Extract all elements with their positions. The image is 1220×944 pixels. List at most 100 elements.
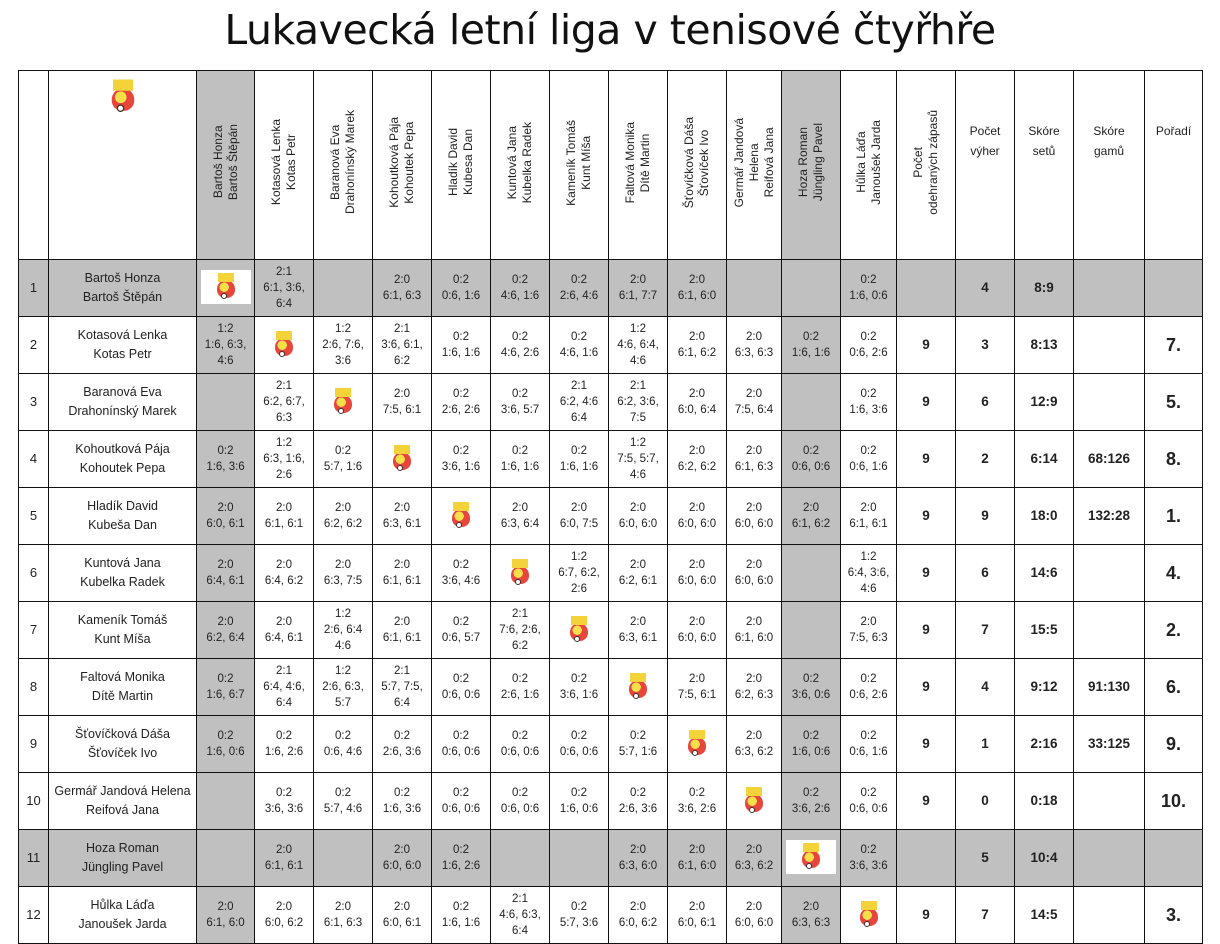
match-score: 0:2 — [453, 274, 469, 286]
match-sets: 6:0, 6:0 — [382, 860, 422, 872]
games-score — [1073, 601, 1145, 659]
match-sets: 0:6, 0:6 — [500, 803, 540, 815]
header-wins-label: Počet výher — [969, 124, 1001, 158]
match-cell: 2:0 6:0, 6:0 — [372, 829, 432, 887]
self-match-cell — [726, 772, 782, 830]
match-cell — [549, 829, 609, 887]
match-sets: 5:7, 1:6 — [323, 461, 363, 473]
match-score: 2:0 — [630, 844, 646, 856]
match-cell: 0:2 4:6, 1:6 — [490, 259, 550, 317]
match-cell — [781, 373, 841, 431]
match-score: 0:2 — [453, 901, 469, 913]
match-cell: 2:0 6:1, 6:2 — [781, 487, 841, 545]
ranking — [1144, 259, 1203, 317]
match-sets: 3:6, 1:6 — [441, 461, 481, 473]
page-title: Lukavecká letní liga v tenisové čtyřhře — [224, 6, 996, 54]
match-sets: 6:1, 6:0 — [734, 632, 774, 644]
match-score: 2:0 — [689, 559, 705, 571]
match-cell: 0:2 3:6, 3:6 — [254, 772, 314, 830]
matches-played: 9 — [896, 373, 956, 431]
match-score: 2:0 — [689, 388, 705, 400]
match-cell — [726, 259, 782, 317]
match-cell: 0:2 1:6, 0:6 — [196, 715, 255, 773]
match-cell: 2:0 6:0, 6:1 — [196, 487, 255, 545]
match-score: 2:0 — [630, 274, 646, 286]
table-row: 2 Kotasová Lenka Kotas Petr 1:2 1:6, 6:3, 4… — [18, 316, 1203, 374]
wins-count: 0 — [955, 772, 1015, 830]
match-cell: 2:0 6:1, 6:3 — [313, 886, 373, 944]
sets-score: 0:18 — [1014, 772, 1074, 830]
match-cell: 2:0 6:1, 6:1 — [254, 487, 314, 545]
match-cell: 1:2 2:6, 6:4 4:6 — [313, 601, 373, 659]
matches-played: 9 — [896, 430, 956, 488]
match-score: 2:1 — [512, 608, 528, 620]
team-name: Kuntová Jana Kubelka Radek — [48, 544, 197, 602]
match-cell: 0:2 2:6, 3:6 — [372, 715, 432, 773]
match-score: 0:2 — [512, 673, 528, 685]
column-header-label: Germář Jandová Helena Reifová Jana — [731, 117, 776, 208]
table-row: 7 Kameník Tomáš Kunt Míša 2:0 6:2, 6:4 2:0 6:… — [18, 601, 1203, 659]
column-header-team: Kohoutková Pája Kohoutek Pepa — [372, 70, 432, 260]
match-score: 2:0 — [217, 559, 234, 571]
match-sets: 2:6, 3:6 — [618, 803, 658, 815]
match-cell: 0:2 1:6, 3:6 — [372, 772, 432, 830]
match-sets: 7:5, 6:1 — [677, 689, 717, 701]
match-sets: 6:1, 6:3 — [382, 290, 422, 302]
team-name: Kotasová Lenka Kotas Petr — [48, 316, 197, 374]
match-sets: 6:3, 6:1 — [382, 518, 422, 530]
match-cell: 2:0 6:0, 6:0 — [667, 601, 727, 659]
match-sets: 6:2, 6:7, 6:3 — [263, 396, 305, 424]
match-sets: 0:6, 0:6 — [849, 803, 888, 815]
match-sets: 6:0, 6:2 — [264, 917, 304, 929]
column-header-label: Hladík David Kubesa Dan — [446, 128, 475, 197]
match-cell: 0:2 0:6, 0:6 — [431, 715, 491, 773]
match-cell: 0:2 0:6, 1:6 — [840, 715, 897, 773]
sets-score: 15:5 — [1014, 601, 1074, 659]
wins-count: 7 — [955, 601, 1015, 659]
match-sets: 3:6, 3:6 — [849, 860, 888, 872]
games-score — [1073, 544, 1145, 602]
match-score: 0:2 — [453, 730, 469, 742]
wins-count: 4 — [955, 658, 1015, 716]
team-name: Bartoš Honza Bartoš Štěpán — [48, 259, 197, 317]
match-score: 1:2 — [571, 551, 587, 563]
match-cell: 0:2 4:6, 2:6 — [490, 316, 550, 374]
match-sets: 2:6, 7:6, 3:6 — [322, 339, 364, 367]
match-score: 0:2 — [571, 673, 587, 685]
match-sets: 6:4, 6:2 — [264, 575, 304, 587]
match-score: 2:0 — [394, 388, 410, 400]
match-cell — [313, 259, 373, 317]
matches-played: 9 — [896, 772, 956, 830]
match-cell: 2:1 6:2, 3:6, 7:5 — [608, 373, 668, 431]
match-sets: 0:6, 0:6 — [441, 746, 481, 758]
match-score: 0:2 — [335, 730, 351, 742]
match-cell: 2:0 6:0, 6:2 — [254, 886, 314, 944]
sets-score: 14:6 — [1014, 544, 1074, 602]
sets-score: 8:9 — [1014, 259, 1074, 317]
match-cell: 0:2 3:6, 3:6 — [840, 829, 897, 887]
column-header-team: Kuntová Jana Kubelka Radek — [490, 70, 550, 260]
match-cell — [781, 544, 841, 602]
match-cell: 0:2 2:6, 3:6 — [608, 772, 668, 830]
match-cell: 1:2 4:6, 6:4, 4:6 — [608, 316, 668, 374]
match-score: 2:0 — [689, 274, 705, 286]
match-sets: 1:6, 6:7 — [206, 689, 245, 701]
match-sets: 3:6, 2:6 — [677, 803, 717, 815]
match-cell: 0:2 0:6, 0:6 — [431, 658, 491, 716]
matches-played: 9 — [896, 658, 956, 716]
self-match-cell — [490, 544, 550, 602]
games-score: 33:125 — [1073, 715, 1145, 773]
match-sets: 1:6, 6:3, 4:6 — [204, 339, 247, 367]
match-score: 2:0 — [276, 559, 292, 571]
match-score: 0:2 — [453, 844, 469, 856]
match-sets: 6:0, 6:0 — [618, 518, 658, 530]
match-score: 2:0 — [217, 901, 234, 913]
match-sets: 6:1, 6:1 — [264, 860, 304, 872]
match-cell: 2:1 4:6, 6:3, 6:4 — [490, 886, 550, 944]
match-score: 2:0 — [394, 559, 410, 571]
match-sets: 1:6, 2:6 — [441, 860, 481, 872]
match-score: 0:2 — [689, 787, 705, 799]
ranking: 7. — [1144, 316, 1203, 374]
match-sets: 6:1, 6:2 — [677, 347, 717, 359]
match-score: 2:0 — [689, 502, 705, 514]
